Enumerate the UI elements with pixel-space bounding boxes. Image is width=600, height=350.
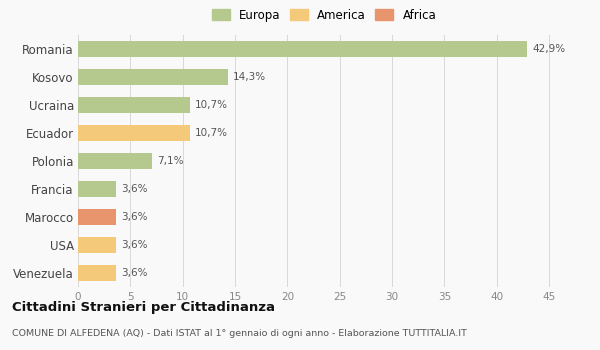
Text: 14,3%: 14,3%	[233, 72, 266, 82]
Bar	[78, 237, 116, 253]
Legend: Europa, America, Africa: Europa, America, Africa	[209, 6, 439, 24]
Bar	[78, 125, 190, 141]
Bar	[78, 153, 152, 169]
Text: COMUNE DI ALFEDENA (AQ) - Dati ISTAT al 1° gennaio di ogni anno - Elaborazione T: COMUNE DI ALFEDENA (AQ) - Dati ISTAT al …	[12, 329, 467, 338]
Bar	[78, 41, 527, 57]
Bar	[78, 265, 116, 281]
Text: Cittadini Stranieri per Cittadinanza: Cittadini Stranieri per Cittadinanza	[12, 301, 275, 314]
Bar	[78, 209, 116, 225]
Text: 7,1%: 7,1%	[158, 156, 184, 166]
Text: 3,6%: 3,6%	[121, 212, 148, 222]
Text: 10,7%: 10,7%	[195, 128, 228, 138]
Bar	[78, 69, 227, 85]
Bar	[78, 97, 190, 113]
Text: 3,6%: 3,6%	[121, 184, 148, 194]
Text: 10,7%: 10,7%	[195, 100, 228, 110]
Text: 42,9%: 42,9%	[532, 44, 565, 54]
Text: 3,6%: 3,6%	[121, 240, 148, 250]
Text: 3,6%: 3,6%	[121, 268, 148, 278]
Bar	[78, 181, 116, 197]
